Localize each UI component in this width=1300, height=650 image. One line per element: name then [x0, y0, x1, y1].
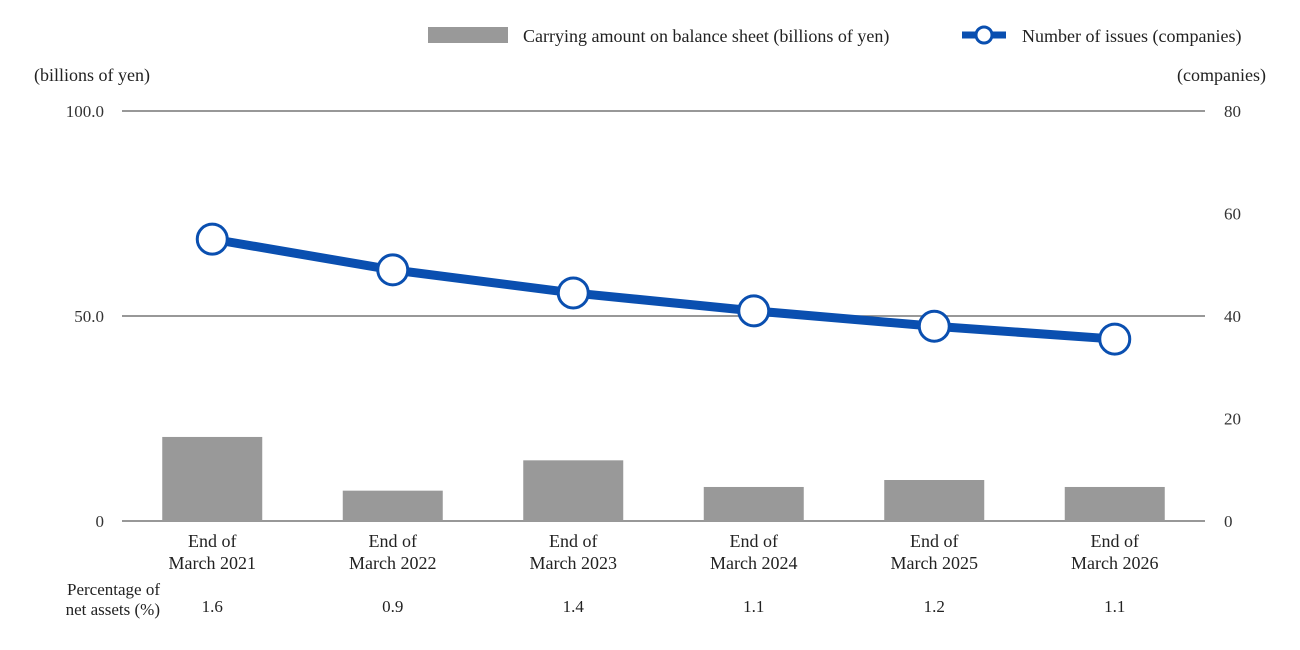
legend-line-marker — [974, 25, 994, 45]
category-label: End of March 2024 — [710, 531, 797, 573]
percentage-value: 1.1 — [1104, 597, 1125, 616]
left-axis-tick-label: 50.0 — [74, 307, 104, 326]
percentage-value: 1.4 — [563, 597, 585, 616]
right-axis-unit-label: (companies) — [1177, 65, 1266, 86]
right-axis-tick-label: 0 — [1224, 512, 1233, 531]
left-axis-unit-label: (billions of yen) — [34, 65, 150, 86]
gridlines — [122, 110, 1205, 522]
line-point — [376, 253, 410, 287]
line-point — [556, 276, 590, 310]
percentage-row-label: Percentage of net assets (%) — [66, 580, 161, 619]
line-point — [1098, 322, 1132, 356]
left-axis-tick-label: 0 — [96, 512, 105, 531]
bar-series — [162, 436, 1165, 521]
right-axis-tick-label: 20 — [1224, 410, 1241, 429]
legend-line-label: Number of issues (companies) — [1022, 26, 1241, 47]
legend-bar-label: Carrying amount on balance sheet (billio… — [523, 26, 889, 47]
percentage-value: 1.1 — [743, 597, 764, 616]
category-label: End of March 2025 — [891, 531, 978, 573]
right-axis-tick-label: 60 — [1224, 205, 1241, 224]
bar — [1064, 486, 1165, 521]
line-series — [195, 222, 1132, 356]
percentage-value: 1.6 — [202, 597, 223, 616]
right-axis-ticks: 0 20 40 60 80 — [1224, 102, 1241, 531]
category-label: End of March 2022 — [349, 531, 436, 573]
line-point — [195, 222, 229, 256]
right-axis-tick-label: 40 — [1224, 307, 1241, 326]
category-labels: End of March 2021 End of March 2022 End of Ma… — [169, 531, 1159, 573]
legend-bar-swatch — [428, 27, 508, 43]
line-path — [207, 234, 1120, 344]
left-axis-ticks: 0 50.0 100.0 — [66, 102, 104, 531]
line-point — [737, 294, 771, 328]
bar — [342, 490, 443, 521]
line-point — [917, 309, 951, 343]
legend: Carrying amount on balance sheet (billio… — [428, 25, 1241, 47]
percentage-value: 0.9 — [382, 597, 403, 616]
right-axis-tick-label: 80 — [1224, 102, 1241, 121]
percentage-row: Percentage of net assets (%) 1.6 0.9 1.4 1.1 1… — [66, 580, 1126, 619]
bar — [523, 460, 624, 521]
percentage-value: 1.2 — [924, 597, 945, 616]
bar — [884, 480, 985, 521]
bar — [703, 486, 804, 521]
bar — [162, 436, 263, 521]
category-label: End of March 2021 — [169, 531, 256, 573]
category-label: End of March 2026 — [1071, 531, 1158, 573]
left-axis-tick-label: 100.0 — [66, 102, 104, 121]
category-label: End of March 2023 — [530, 531, 617, 573]
